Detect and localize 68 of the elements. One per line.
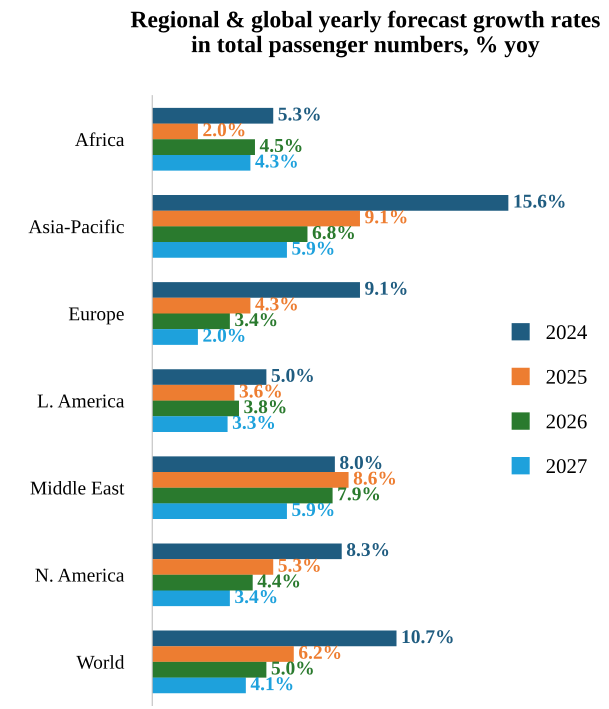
y-tick-label: Africa — [75, 132, 124, 146]
bar — [152, 472, 349, 488]
data-label: 5.9% — [292, 242, 334, 255]
bar — [152, 646, 294, 662]
data-label: 4.5% — [260, 138, 302, 152]
bar — [152, 210, 360, 226]
data-label: 3.6% — [240, 384, 281, 398]
data-label: 6.2% — [299, 646, 340, 660]
bar — [152, 298, 250, 314]
legend-label: 2027 — [546, 459, 587, 474]
bar — [152, 329, 198, 345]
data-label: 8.6% — [354, 472, 396, 485]
y-tick-label: World — [76, 655, 124, 669]
data-label: 9.1% — [365, 282, 406, 295]
y-tick-label: N. America — [35, 568, 124, 582]
data-label: 4.4% — [258, 574, 300, 588]
bar — [152, 108, 274, 124]
data-label: 3.3% — [232, 416, 274, 430]
data-label: 10.7% — [402, 630, 453, 644]
chart-title: Regional & global yearly forecast growth rates in total passenger numbers, % yoy — [130, 10, 600, 58]
bar — [152, 630, 397, 646]
legend-label: 2024 — [546, 325, 587, 340]
data-label: 8.0% — [340, 456, 382, 470]
legend-label: 2025 — [546, 370, 587, 384]
bar — [152, 242, 287, 258]
data-label: 9.1% — [365, 210, 406, 224]
y-tick-label: Middle East — [30, 480, 124, 495]
data-label: 6.8% — [312, 226, 354, 240]
data-label: 3.4% — [235, 313, 276, 326]
data-label: 4.3% — [255, 297, 297, 311]
data-label: 4.1% — [250, 677, 292, 690]
data-label: 5.3% — [278, 558, 320, 572]
bar — [152, 543, 342, 560]
data-label: 5.9% — [292, 502, 334, 516]
bar — [152, 313, 230, 330]
bar — [152, 226, 308, 242]
bar — [152, 154, 250, 171]
bar — [152, 456, 335, 472]
data-label: 2.0% — [203, 123, 244, 136]
bar — [152, 400, 239, 416]
data-label: 7.9% — [338, 487, 380, 500]
bar — [152, 369, 266, 385]
bar — [152, 574, 253, 590]
data-label: 4.3% — [255, 154, 297, 168]
bar — [152, 488, 333, 504]
y-tick-label: Asia-Pacific — [28, 219, 124, 234]
bar — [152, 416, 228, 432]
y-tick-label: L. America — [38, 394, 124, 408]
bar — [152, 195, 508, 211]
legend-label: 2026 — [546, 414, 587, 428]
bar — [152, 503, 287, 520]
data-label: 5.0% — [272, 661, 313, 675]
bar — [152, 678, 246, 694]
bar — [152, 384, 234, 401]
data-label: 15.6% — [514, 194, 565, 208]
bar — [152, 662, 266, 678]
bar — [152, 124, 198, 140]
bar — [152, 282, 360, 298]
data-label: 3.8% — [244, 400, 286, 414]
bar — [152, 139, 255, 155]
data-label: 8.3% — [346, 543, 388, 556]
data-label: 5.0% — [272, 368, 313, 382]
data-label: 2.0% — [203, 328, 244, 342]
data-label: 3.4% — [235, 590, 276, 604]
y-tick-label: Europe — [68, 307, 124, 324]
bar — [152, 559, 274, 575]
data-label: 5.3% — [278, 107, 320, 121]
bar — [152, 590, 230, 606]
